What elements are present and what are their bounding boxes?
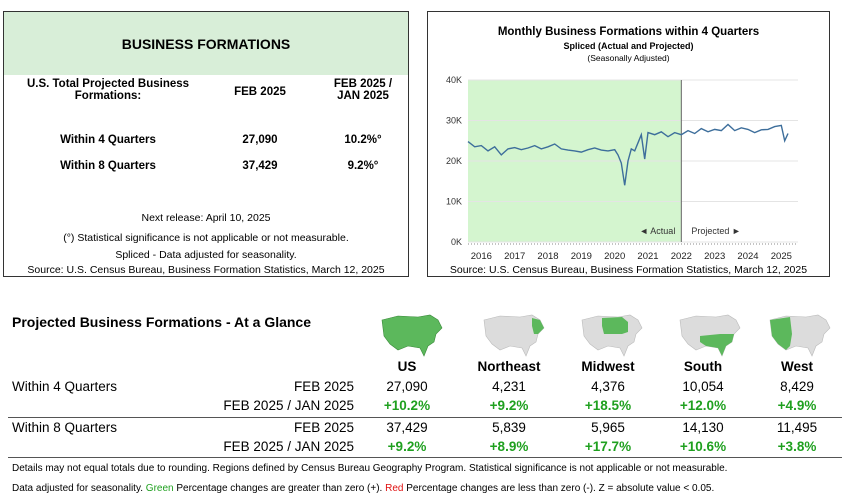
footnote-seasonality: Data adjusted for seasonality. xyxy=(12,483,144,494)
column-label-total: U.S. Total Projected Business Formations… xyxy=(26,78,190,102)
y-tick-label: 10K xyxy=(446,197,462,207)
business-formations-summary-panel: BUSINESS FORMATIONS U.S. Total Projected… xyxy=(3,11,409,277)
x-tick-label: 2020 xyxy=(604,251,625,262)
glance-change-label-4q: FEB 2025 / JAN 2025 xyxy=(223,398,354,413)
chart-source: Source: U.S. Census Bureau, Business For… xyxy=(449,264,808,276)
glance-feb-label-4q: FEB 2025 xyxy=(293,379,354,394)
footnote-red-text: Percentage changes are less than zero (-… xyxy=(406,483,715,494)
chart-subtitle-2: (Seasonally Adjusted) xyxy=(587,53,670,63)
y-tick-label: 40K xyxy=(446,75,462,85)
y-tick-label: 30K xyxy=(446,116,462,126)
south-map-icon xyxy=(679,314,741,357)
x-tick-label: 2019 xyxy=(571,251,592,262)
x-tick-label: 2021 xyxy=(637,251,658,262)
change-4q-midwest: +18.5% xyxy=(584,398,632,413)
line-chart: 40K 30K 20K 10K 0K 2016 2017 2018 2019 2020 2021 20… xyxy=(446,75,798,262)
value-8q-midwest: 5,965 xyxy=(591,420,625,435)
summary-source: Source: U.S. Census Bureau, Business For… xyxy=(27,264,385,276)
column-label-feb: FEB 2025 xyxy=(234,86,286,98)
change-8q-northeast: +8.9% xyxy=(489,439,529,454)
footnote-green-text: Percentage changes are greater than zero… xyxy=(176,483,383,494)
glance-row-label-8q: Within 8 Quarters xyxy=(12,420,118,435)
glance-title: Projected Business Formations - At a Gla… xyxy=(12,314,312,330)
glance-footnote-2: Data adjusted for seasonality. Green Per… xyxy=(12,483,714,494)
region-header-west: West xyxy=(780,359,813,374)
x-tick-label: 2017 xyxy=(504,251,525,262)
chart-title: Monthly Business Formations within 4 Qua… xyxy=(497,26,760,38)
value-4q-south: 10,054 xyxy=(682,379,724,394)
change-8q-us: +9.2% xyxy=(387,439,427,454)
change-4q-south: +12.0% xyxy=(679,398,727,413)
row-divider xyxy=(8,417,842,418)
glance-feb-label-8q: FEB 2025 xyxy=(293,420,354,435)
region-header-south: South xyxy=(683,359,723,374)
spliced-note: Spliced - Data adjusted for seasonality. xyxy=(115,249,297,261)
glance-row-label-4q: Within 4 Quarters xyxy=(12,379,118,394)
chart-subtitle: Spliced (Actual and Projected) xyxy=(563,41,694,51)
midwest-map-icon xyxy=(581,314,643,357)
y-tick-label: 0K xyxy=(451,237,462,247)
west-map-icon xyxy=(769,314,831,357)
x-tick-label: 2024 xyxy=(737,251,758,262)
change-8q: 9.2%° xyxy=(347,160,379,172)
glance-footnote-1: Details may not equal totals due to roun… xyxy=(12,463,728,474)
change-4q: 10.2%° xyxy=(344,134,382,146)
row-label-8q: Within 8 Quarters xyxy=(60,160,156,172)
value-4q-northeast: 4,231 xyxy=(492,379,526,394)
region-header-us: US xyxy=(397,359,417,374)
change-8q-south: +10.6% xyxy=(679,439,727,454)
next-release: Next release: April 10, 2025 xyxy=(141,212,271,224)
value-8q: 37,429 xyxy=(242,160,278,172)
column-label-change: FEB 2025 / JAN 2025 xyxy=(333,78,393,102)
value-4q-west: 8,429 xyxy=(780,379,814,394)
change-4q-northeast: +9.2% xyxy=(489,398,529,413)
projected-label: Projected ► xyxy=(691,226,740,236)
region-header-midwest: Midwest xyxy=(581,359,635,374)
change-4q-us: +10.2% xyxy=(383,398,431,413)
region-header-northeast: Northeast xyxy=(477,359,541,374)
chart-panel: Monthly Business Formations within 4 Qua… xyxy=(427,11,830,277)
x-tick-label: 2023 xyxy=(704,251,725,262)
northeast-map-icon xyxy=(483,314,545,357)
significance-note: (°) Statistical significance is not appl… xyxy=(63,232,349,244)
change-4q-west: +4.9% xyxy=(777,398,817,413)
footnote-green-word: Green xyxy=(145,483,174,494)
value-4q-us: 27,090 xyxy=(386,379,428,394)
summary-header: BUSINESS FORMATIONS xyxy=(4,12,408,75)
x-tick-label: 2018 xyxy=(537,251,558,262)
table-bottom-divider xyxy=(8,457,842,458)
value-4q: 27,090 xyxy=(242,134,278,146)
footnote-red-word: Red xyxy=(385,483,404,494)
actual-label: ◄ Actual xyxy=(639,226,675,236)
summary-title: BUSINESS FORMATIONS xyxy=(121,36,291,52)
value-8q-northeast: 5,839 xyxy=(492,420,526,435)
x-tick-label: 2025 xyxy=(771,251,792,262)
glance-change-label-8q: FEB 2025 / JAN 2025 xyxy=(223,439,354,454)
value-8q-us: 37,429 xyxy=(386,420,428,435)
x-tick-label: 2016 xyxy=(471,251,492,262)
series-line xyxy=(467,123,789,186)
value-8q-south: 14,130 xyxy=(682,420,724,435)
change-8q-midwest: +17.7% xyxy=(584,439,632,454)
change-8q-west: +3.8% xyxy=(777,439,817,454)
us-map-icon xyxy=(381,314,443,357)
x-tick-label: 2022 xyxy=(671,251,692,262)
value-8q-west: 11,495 xyxy=(776,420,818,435)
y-tick-label: 20K xyxy=(446,156,462,166)
row-label-4q: Within 4 Quarters xyxy=(60,134,156,146)
value-4q-midwest: 4,376 xyxy=(591,379,625,394)
